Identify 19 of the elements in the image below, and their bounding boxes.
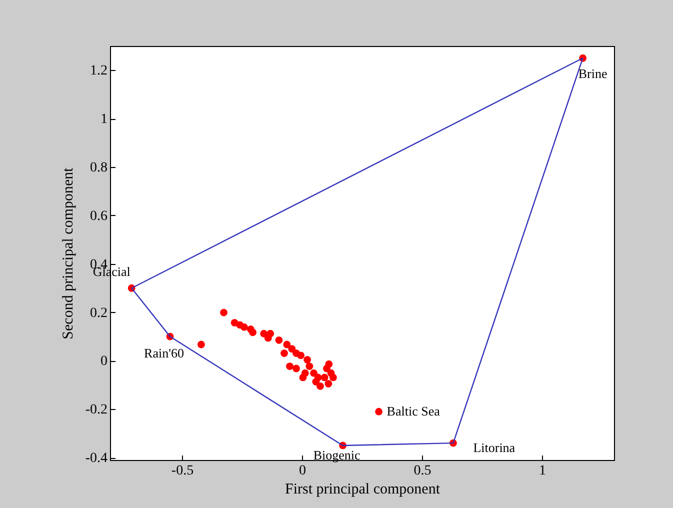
y-tick-label: -0.4: [85, 451, 108, 466]
annotation: Rain'60: [144, 346, 184, 361]
y-tick-label: -0.2: [85, 402, 108, 418]
y-tick-label: 0.6: [90, 208, 108, 224]
x-tick-label: 0.5: [414, 464, 432, 478]
y-tick-label: 0: [100, 354, 108, 370]
y-tick-label: 1: [100, 112, 108, 128]
y-tick-label: 1.2: [90, 64, 108, 79]
annotation: Baltic Sea: [386, 404, 440, 419]
x-tick-label: 1: [539, 464, 546, 478]
annotation: Biogenic: [313, 447, 360, 462]
y-tick-label: 0.8: [90, 160, 108, 176]
y-tick-label: 0.2: [90, 306, 108, 321]
x-axis-title: First principal component: [285, 482, 441, 498]
x-tick-label: -0.5: [171, 464, 194, 478]
annotation: Brine: [578, 66, 608, 82]
annotation: Litorina: [473, 440, 516, 456]
y-axis-title: Second principal component: [60, 166, 76, 340]
x-tick-label: 0: [299, 464, 306, 478]
